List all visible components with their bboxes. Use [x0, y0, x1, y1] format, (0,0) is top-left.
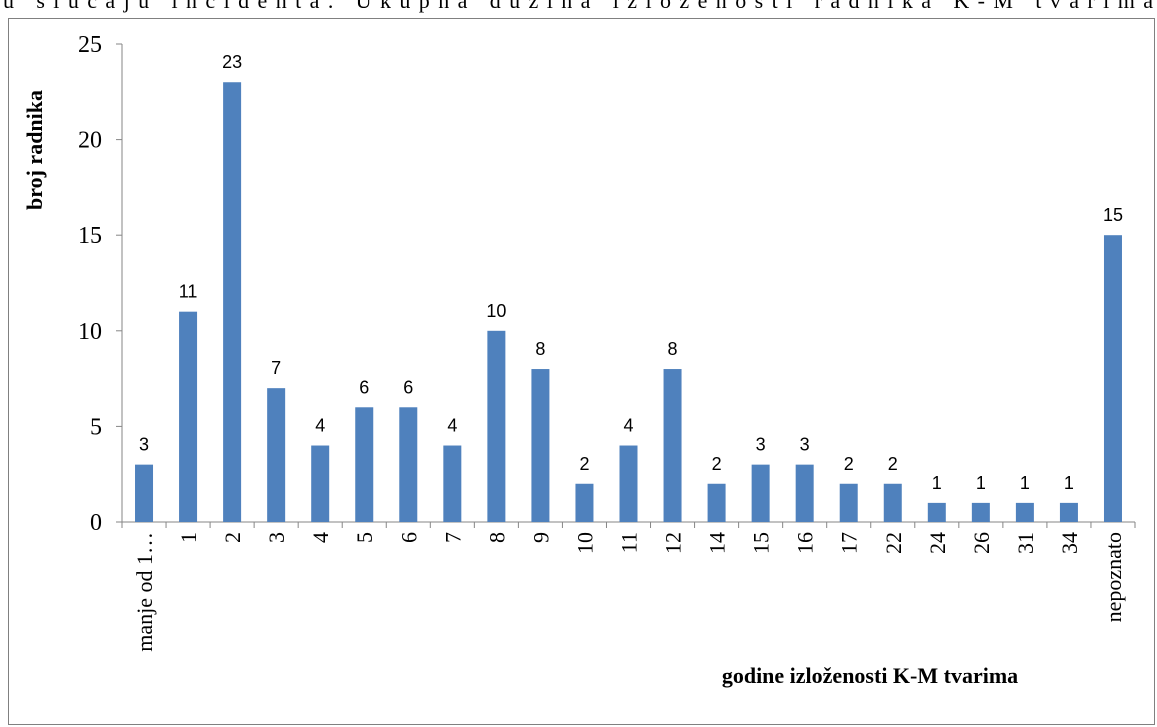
bar	[311, 445, 330, 522]
bar	[443, 445, 462, 522]
bar	[795, 464, 814, 522]
bar	[883, 483, 902, 522]
bar	[663, 369, 682, 522]
data-label: 15	[1103, 205, 1123, 225]
bar	[575, 483, 594, 522]
y-tick-label: 25	[78, 32, 102, 58]
bar	[399, 407, 418, 522]
bar	[531, 369, 550, 522]
data-label: 3	[139, 435, 149, 455]
bar	[487, 330, 506, 522]
x-tick-label: 16	[793, 532, 818, 554]
bar	[179, 311, 198, 522]
bar	[223, 82, 242, 523]
x-tick-label: 15	[749, 532, 774, 554]
bar	[751, 464, 770, 522]
x-tick-label: 9	[528, 532, 553, 543]
bar	[971, 502, 990, 522]
data-label: 3	[756, 435, 766, 455]
y-axis-title: broj radnika	[22, 90, 47, 210]
x-tick-label: 14	[705, 532, 730, 554]
data-label: 6	[359, 377, 369, 397]
x-tick-label: 5	[352, 532, 377, 543]
data-label: 6	[403, 377, 413, 397]
data-label: 8	[535, 339, 545, 359]
data-label: 4	[623, 416, 633, 436]
data-label: 2	[712, 454, 722, 474]
data-label: 4	[315, 416, 325, 436]
data-label: 2	[888, 454, 898, 474]
data-label: 1	[932, 473, 942, 493]
data-label: 1	[976, 473, 986, 493]
data-label: 3	[800, 435, 810, 455]
y-tick-label: 10	[78, 319, 102, 345]
x-tick-label: 24	[925, 532, 950, 554]
x-tick-label: 22	[881, 532, 906, 554]
bar	[1103, 235, 1122, 522]
x-tick-label: 26	[969, 532, 994, 554]
data-label: 11	[179, 282, 198, 302]
x-axis-title: godine izloženosti K-M tvarima	[722, 663, 1018, 688]
x-tick-label: 17	[837, 532, 862, 554]
x-tick-label: manje od 1…	[132, 532, 157, 652]
data-label: 10	[486, 301, 506, 321]
x-tick-label: 34	[1057, 532, 1082, 554]
bar	[927, 502, 946, 522]
x-tick-label: 12	[661, 532, 686, 554]
data-label: 8	[668, 339, 678, 359]
y-tick-label: 20	[78, 128, 102, 154]
y-tick-label: 5	[90, 414, 102, 440]
data-label: 1	[1064, 473, 1074, 493]
data-label: 1	[1020, 473, 1030, 493]
data-label: 4	[447, 416, 457, 436]
data-label: 23	[222, 52, 242, 72]
x-tick-label: nepoznato	[1101, 532, 1126, 622]
x-tick-label: 10	[572, 532, 597, 554]
x-tick-label: 4	[308, 532, 333, 543]
data-label: 2	[844, 454, 854, 474]
chart-border	[8, 18, 1155, 725]
x-tick-label: 31	[1013, 532, 1038, 554]
x-tick-label: 7	[440, 532, 465, 543]
bar	[355, 407, 374, 522]
data-label: 2	[579, 454, 589, 474]
x-tick-label: 3	[264, 532, 289, 543]
y-tick-label: 15	[78, 223, 102, 249]
x-tick-label: 11	[617, 532, 642, 553]
bar	[839, 483, 858, 522]
bar	[619, 445, 638, 522]
bar	[1015, 502, 1034, 522]
bar	[267, 388, 286, 522]
x-tick-label: 1	[176, 532, 201, 543]
x-tick-label: 2	[220, 532, 245, 543]
bar	[1059, 502, 1078, 522]
y-tick-label: 0	[90, 510, 102, 536]
bar	[707, 483, 726, 522]
x-tick-label: 8	[484, 532, 509, 543]
x-tick-label: 6	[396, 532, 421, 543]
header-text: u slučaju incidenta. Ukupna dužina izlož…	[3, 0, 1153, 13]
data-label: 7	[271, 358, 281, 378]
bar	[135, 464, 154, 522]
